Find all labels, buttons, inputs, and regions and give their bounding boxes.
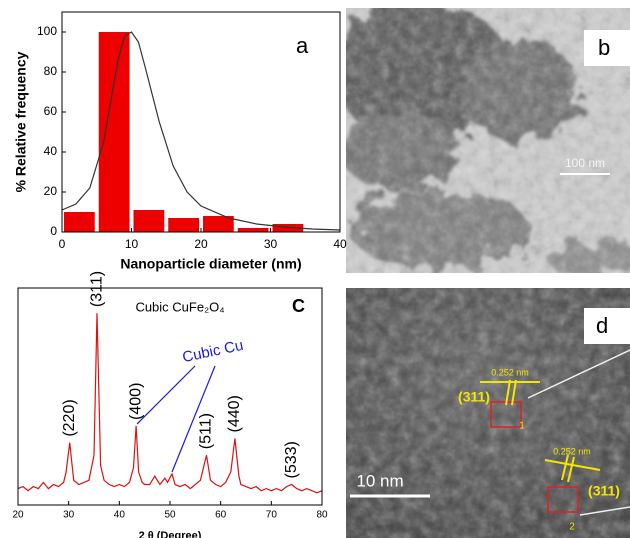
x-axis-label: Nanoparticle diameter (nm) bbox=[120, 256, 301, 272]
x-tick-label: 20 bbox=[12, 510, 24, 521]
y-tick-label: 0 bbox=[50, 224, 57, 238]
bar bbox=[99, 32, 130, 232]
figure: 100 nm b 0.252 nm (311) 1 0.252 nm (311)… bbox=[0, 0, 630, 538]
lattice-spacing: 0.252 nm bbox=[491, 367, 529, 377]
phase-pointer bbox=[137, 366, 195, 424]
x-tick-label: 40 bbox=[114, 510, 126, 521]
tem-image: 100 nm b bbox=[330, 0, 630, 280]
chart-title: Cubic CuFe₂O₄ bbox=[135, 299, 224, 314]
scale-bar-label: 10 nm bbox=[356, 471, 403, 490]
x-axis-label: 2 θ (Degree) bbox=[139, 530, 202, 538]
x-tick-label: 0 bbox=[59, 237, 66, 251]
scale-bar-label: 100 nm bbox=[565, 156, 605, 170]
bar bbox=[238, 228, 269, 232]
bar bbox=[64, 212, 95, 232]
y-tick-label: 20 bbox=[44, 184, 58, 198]
phase-label: Cubic Cu bbox=[181, 337, 245, 366]
lattice-spacing: 0.252 nm bbox=[553, 446, 591, 456]
panel-label: b bbox=[598, 35, 610, 60]
x-tick-label: 70 bbox=[266, 510, 278, 521]
x-tick-label: 80 bbox=[316, 510, 328, 521]
peak-label: (511) bbox=[198, 413, 215, 449]
x-tick-label: 10 bbox=[125, 237, 139, 251]
y-axis-label: % Relative frequency bbox=[13, 51, 29, 192]
y-tick-label: 60 bbox=[44, 104, 58, 118]
plane-label: (311) bbox=[588, 483, 620, 499]
peak-label: (220) bbox=[61, 399, 78, 436]
peak-label: (311) bbox=[88, 271, 105, 307]
panel-label: C bbox=[292, 296, 305, 316]
bar bbox=[168, 218, 199, 232]
x-tick-label: 50 bbox=[164, 510, 176, 521]
box-label: 2 bbox=[569, 522, 575, 533]
y-tick-label: 40 bbox=[44, 144, 58, 158]
x-tick-label: 60 bbox=[215, 510, 227, 521]
peak-label: (440) bbox=[226, 395, 243, 432]
x-tick-label: 30 bbox=[264, 237, 278, 251]
y-tick-label: 80 bbox=[44, 64, 58, 78]
x-tick-label: 30 bbox=[63, 510, 75, 521]
x-tick-label: 40 bbox=[333, 237, 347, 251]
plane-label: (311) bbox=[458, 389, 490, 405]
y-tick-label: 100 bbox=[37, 24, 57, 38]
box-label: 1 bbox=[519, 421, 525, 432]
hrtem-image: 0.252 nm (311) 1 0.252 nm (311) 2 10 nm … bbox=[346, 288, 630, 538]
panel-label: a bbox=[296, 33, 309, 58]
bar bbox=[134, 210, 165, 232]
plot-frame bbox=[18, 288, 322, 505]
x-tick-label: 20 bbox=[194, 237, 208, 251]
peak-label: (400) bbox=[127, 383, 144, 420]
peak-label: (533) bbox=[283, 441, 300, 478]
panel-label: d bbox=[596, 313, 608, 338]
